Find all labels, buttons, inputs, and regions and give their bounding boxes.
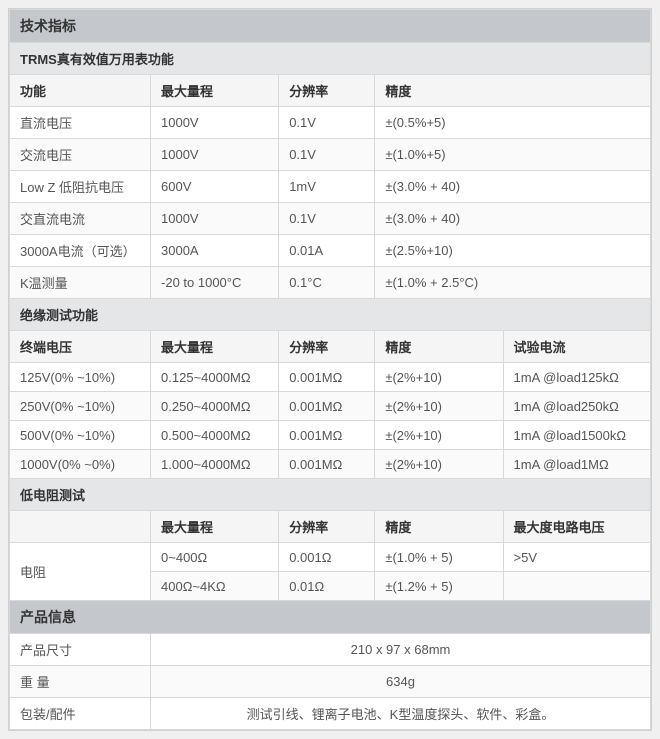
sub-title: 低电阻测试 <box>10 479 651 511</box>
table-row: 交直流电流 1000V 0.1V ±(3.0% + 40) <box>10 203 651 235</box>
sub-title: TRMS真有效值万用表功能 <box>10 43 651 75</box>
table-row: 包装/配件 测试引线、锂离子电池、K型温度探头、软件、彩盒。 <box>10 698 651 730</box>
table-row: 500V(0% ~10%) 0.500~4000MΩ 0.001MΩ ±(2%+… <box>10 421 651 450</box>
col-range: 最大量程 <box>151 75 279 107</box>
sub-header-lowres: 低电阻测试 <box>10 479 651 511</box>
col-func: 功能 <box>10 75 151 107</box>
table-row: 重 量 634g <box>10 666 651 698</box>
table-row: 250V(0% ~10%) 0.250~4000MΩ 0.001MΩ ±(2%+… <box>10 392 651 421</box>
sub-header-trms: TRMS真有效值万用表功能 <box>10 43 651 75</box>
col-acc: 精度 <box>375 75 651 107</box>
sub-title: 绝缘测试功能 <box>10 299 651 331</box>
table-row: Low Z 低阻抗电压 600V 1mV ±(3.0% + 40) <box>10 171 651 203</box>
table-row: K温测量 -20 to 1000°C 0.1°C ±(1.0% + 2.5°C) <box>10 267 651 299</box>
section-header-product: 产品信息 <box>10 601 651 634</box>
table-row: 交流电压 1000V 0.1V ±(1.0%+5) <box>10 139 651 171</box>
table-row: 电阻 0~400Ω 0.001Ω ±(1.0% + 5) >5V <box>10 543 651 572</box>
col-res: 分辨率 <box>279 75 375 107</box>
sub-header-insulation: 绝缘测试功能 <box>10 299 651 331</box>
spec-sheet: 技术指标 TRMS真有效值万用表功能 功能 最大量程 分辨率 精度 直流电压 1… <box>8 8 652 731</box>
table-row: 1000V(0% ~0%) 1.000~4000MΩ 0.001MΩ ±(2%+… <box>10 450 651 479</box>
col-headers-3: 最大量程 分辨率 精度 最大度电路电压 <box>10 511 651 543</box>
section-title: 技术指标 <box>10 10 651 43</box>
table-row: 产品尺寸 210 x 97 x 68mm <box>10 634 651 666</box>
section-header-specs: 技术指标 <box>10 10 651 43</box>
row-label-resistance: 电阻 <box>10 543 151 601</box>
section-title: 产品信息 <box>10 601 651 634</box>
spec-table: 技术指标 TRMS真有效值万用表功能 功能 最大量程 分辨率 精度 直流电压 1… <box>9 9 651 730</box>
table-row: 直流电压 1000V 0.1V ±(0.5%+5) <box>10 107 651 139</box>
table-row: 125V(0% ~10%) 0.125~4000MΩ 0.001MΩ ±(2%+… <box>10 363 651 392</box>
col-headers-1: 功能 最大量程 分辨率 精度 <box>10 75 651 107</box>
col-headers-2: 终端电压 最大量程 分辨率 精度 试验电流 <box>10 331 651 363</box>
table-row: 3000A电流（可选） 3000A 0.01A ±(2.5%+10) <box>10 235 651 267</box>
